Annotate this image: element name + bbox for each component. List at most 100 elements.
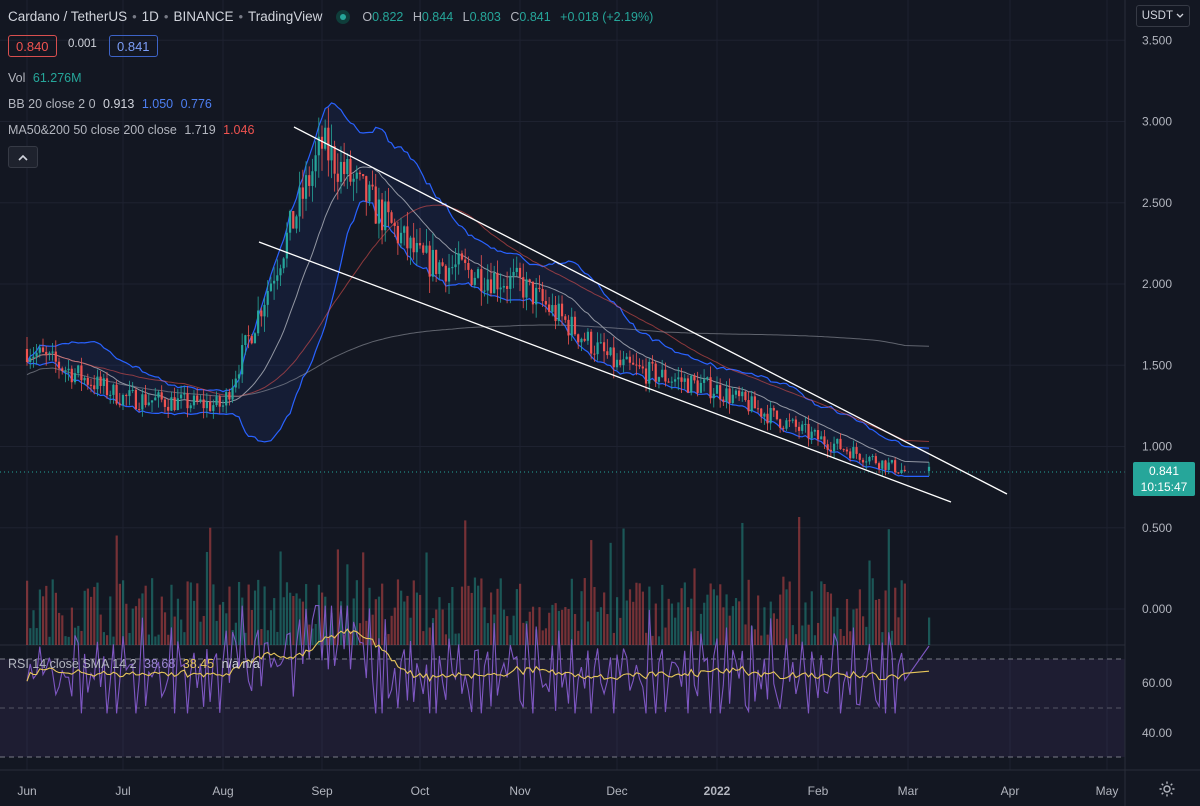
candle-body: [196, 395, 199, 402]
volume-bar: [77, 625, 80, 645]
candle-body: [77, 365, 80, 374]
volume-bar: [561, 609, 564, 645]
rsi-value: 38.68: [144, 657, 176, 671]
volume-bar: [282, 597, 285, 645]
candle-body: [80, 365, 83, 381]
candle-body: [447, 267, 451, 282]
price-tick-label: 1.500: [1142, 358, 1172, 372]
candle-body: [308, 175, 311, 186]
candle-body: [502, 286, 505, 288]
candle-body: [816, 430, 820, 440]
volume-bar: [619, 617, 622, 645]
bb-lower-value: 0.776: [180, 97, 212, 111]
settings-gear-icon[interactable]: [1158, 780, 1176, 798]
volume-bar: [878, 598, 881, 645]
volume-bar: [632, 601, 635, 645]
candle-body: [96, 376, 99, 390]
volume-bar: [775, 618, 779, 645]
candle-body: [163, 399, 167, 407]
candle-body: [874, 456, 877, 464]
volume-bar: [661, 584, 664, 645]
volume-bar: [134, 606, 138, 645]
candle-body: [518, 267, 522, 278]
symbol-name[interactable]: Cardano / TetherUS: [8, 9, 128, 24]
rsi-legend[interactable]: RSI 14 close SMA 14 2 38.68 38.45 n/a n/…: [8, 657, 260, 671]
volume-bar: [183, 632, 186, 645]
candle-body: [673, 379, 677, 382]
candle-body: [593, 353, 596, 355]
volume-bar: [314, 623, 317, 645]
volume-bar: [686, 607, 690, 645]
volume-bar: [586, 621, 590, 645]
volume-bar: [199, 621, 202, 645]
volume-bar: [757, 595, 760, 645]
candle-body: [779, 419, 782, 428]
volume-bar: [667, 598, 670, 645]
time-tick-label: Sep: [311, 784, 333, 798]
candle-body: [57, 361, 61, 369]
candle-body: [807, 423, 810, 439]
volume-bar: [512, 615, 515, 645]
currency-selector[interactable]: USDT: [1135, 5, 1190, 27]
time-tick-label: May: [1096, 784, 1119, 798]
candle-body: [842, 449, 845, 451]
volume-bar: [496, 588, 499, 645]
candle-body: [836, 438, 839, 444]
volume-bar: [612, 632, 615, 645]
volume-legend[interactable]: Vol 61.276M: [8, 71, 82, 85]
candle-body: [292, 211, 295, 229]
bb-legend[interactable]: BB 20 close 2 0 0.913 1.050 0.776: [8, 97, 212, 111]
candle-body: [858, 453, 861, 460]
sell-button[interactable]: 0.840: [8, 35, 57, 57]
volume-bar: [38, 589, 41, 645]
candle-body: [849, 451, 852, 459]
separator-dot: •: [238, 9, 244, 24]
volume-bar: [486, 623, 489, 645]
volume-bar: [170, 584, 173, 645]
volume-bar: [696, 630, 699, 645]
volume-bar: [457, 633, 460, 645]
volume-bar: [551, 604, 554, 645]
time-tick-label: Jun: [17, 784, 36, 798]
volume-bar: [651, 635, 654, 645]
candle-body: [324, 127, 327, 149]
candle-body: [361, 174, 365, 177]
collapse-legend-button[interactable]: [8, 146, 38, 168]
volume-bar: [829, 593, 833, 645]
candle-body: [868, 456, 871, 462]
candle-body: [212, 405, 215, 411]
candle-body: [839, 438, 842, 450]
interval[interactable]: 1D: [141, 9, 159, 24]
volume-bar: [86, 588, 89, 645]
volume-bar: [64, 636, 67, 645]
ma-legend[interactable]: MA50&200 50 close 200 close 1.719 1.046: [8, 123, 254, 137]
price-tick-label: 3.500: [1142, 33, 1172, 47]
candle-body: [467, 262, 470, 270]
volume-bar: [362, 552, 365, 645]
volume-bar: [276, 631, 279, 645]
candle-body: [651, 361, 654, 364]
volume-bar: [680, 588, 683, 645]
volume-bar: [396, 579, 400, 645]
candle-body: [336, 173, 339, 182]
volume-bar: [212, 584, 215, 645]
candle-body: [444, 265, 447, 282]
candle-body: [734, 390, 738, 395]
ma50-line: [26, 204, 930, 442]
volume-bar: [67, 636, 70, 645]
candle-body: [881, 460, 884, 469]
volume-bar: [690, 598, 693, 645]
candle-body: [403, 226, 406, 233]
bb-fill-area: [27, 102, 929, 477]
candle-body: [696, 380, 699, 393]
candle-body: [176, 398, 179, 411]
candle-body: [199, 399, 202, 402]
candle-body: [473, 277, 476, 285]
candle-body: [51, 351, 54, 353]
candle-body: [368, 184, 371, 202]
volume-bar: [515, 589, 518, 645]
candle-body: [509, 275, 512, 289]
volume-bar: [693, 568, 696, 645]
buy-button[interactable]: 0.841: [109, 35, 158, 57]
